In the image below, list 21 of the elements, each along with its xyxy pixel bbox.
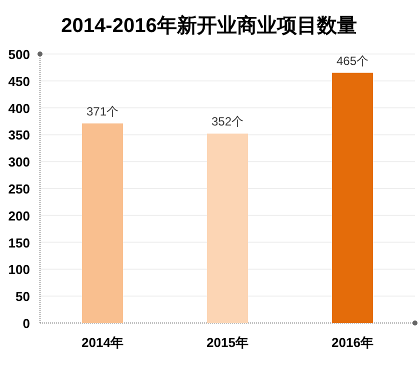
data-label: 465个 [336,54,369,68]
chart-title: 2014-2016年新开业商业项目数量 [61,14,357,37]
y-tick-label: 200 [8,208,30,224]
y-tick-label: 300 [8,154,30,170]
y-tick-label: 0 [22,316,30,331]
y-tick-label: 150 [8,235,30,250]
y-tick-label: 400 [8,100,30,116]
bar [207,134,248,323]
y-tick-label: 250 [8,182,30,196]
y-tick-label: 50 [16,289,30,304]
y-tick-label: 450 [8,74,30,89]
data-label: 352个 [211,114,244,129]
x-tick-label: 2014年 [82,335,124,350]
y-tick-label: 350 [8,128,30,143]
x-tick-label: 2015年 [206,335,248,350]
bar [332,72,373,323]
y-tick-label: 100 [8,262,30,278]
x-tick-label: 2016年 [332,335,374,350]
bar [82,123,123,323]
y-tick-label: 500 [8,47,30,62]
data-label: 371个 [86,104,119,118]
